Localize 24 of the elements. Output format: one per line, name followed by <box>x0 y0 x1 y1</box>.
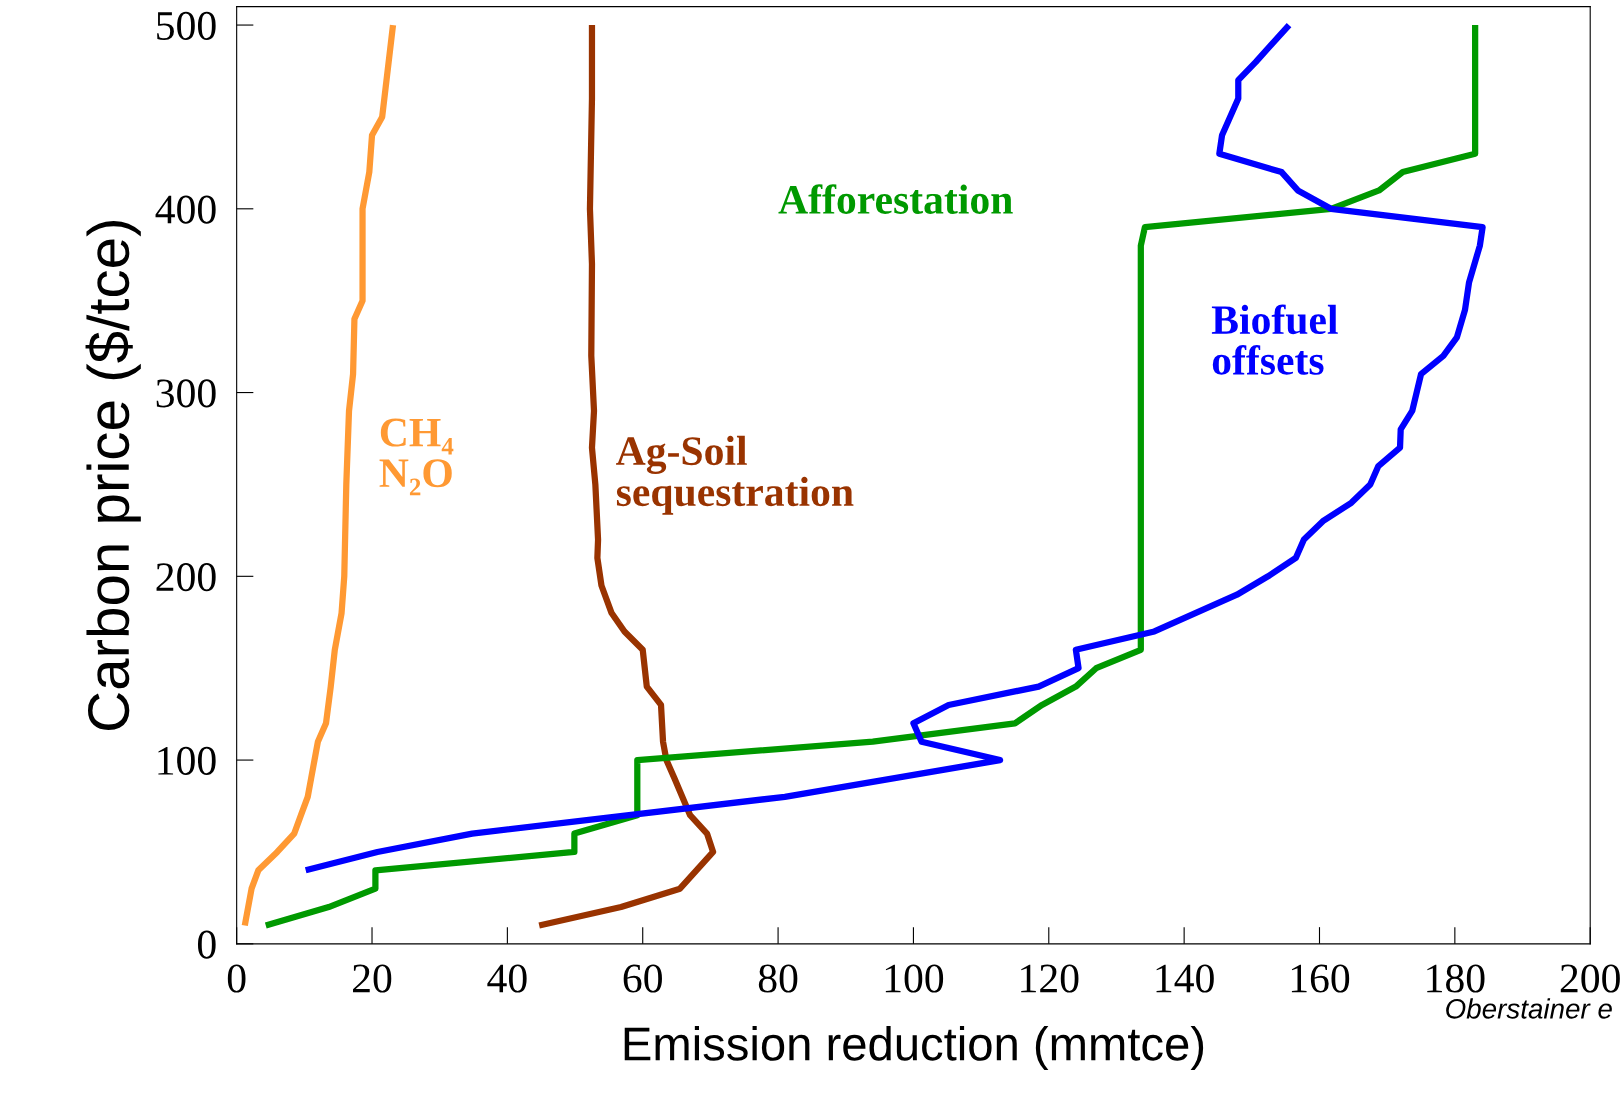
y-tick-label: 0 <box>197 930 216 959</box>
series-label: Ag-Soil sequestration <box>616 435 854 515</box>
y-tick-label: 300 <box>156 379 216 408</box>
y-tick-label: 200 <box>156 563 216 592</box>
x-tick-label: 60 <box>623 964 662 993</box>
series-label: CH₄ N₂O <box>379 418 454 496</box>
x-tick-label: 140 <box>1156 964 1214 993</box>
x-tick-label: 100 <box>885 964 944 993</box>
y-axis-title: Carbon price ($/tce) <box>85 221 141 731</box>
x-tick-label: 120 <box>1021 964 1079 993</box>
text: Afforestation <box>778 184 1013 214</box>
x-tick-label: 200 <box>1560 964 1620 993</box>
x-tick-label: 160 <box>1291 964 1350 993</box>
y-tick-label: 400 <box>155 195 216 224</box>
x-tick-label: 20 <box>353 964 392 993</box>
x-tick-label: 80 <box>758 964 798 993</box>
x-tick-label: 40 <box>487 964 527 993</box>
text: Oberstainer e <box>1446 998 1612 1019</box>
x-tick-label: 0 <box>227 964 246 993</box>
x-axis-title: Emission reduction (mmtce) <box>624 1026 1204 1071</box>
y-tick-label: 500 <box>157 11 216 40</box>
series-label: Biofuel offsets <box>1211 304 1338 375</box>
y-tick-label: 100 <box>158 746 216 775</box>
x-tick-label: 180 <box>1427 964 1485 993</box>
